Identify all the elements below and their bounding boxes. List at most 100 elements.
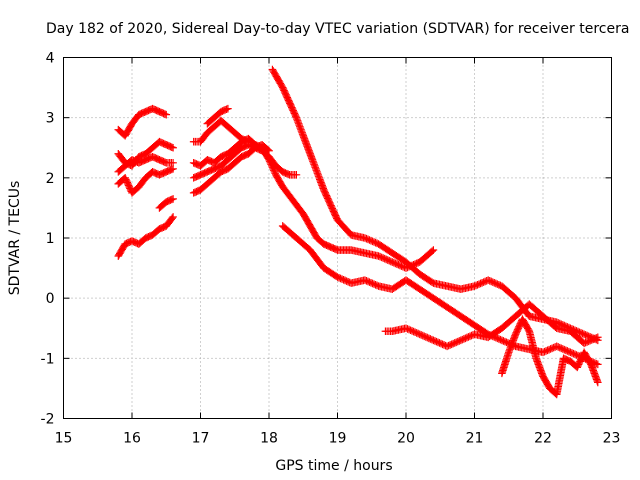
plus-marker <box>364 235 372 244</box>
plus-marker <box>539 348 547 357</box>
plus-marker <box>476 279 485 288</box>
plus-marker <box>136 152 145 160</box>
x-axis: 15 16 17 18 19 20 21 22 23 <box>55 57 621 447</box>
plus-marker <box>580 339 588 348</box>
plus-marker <box>447 340 456 349</box>
plus-marker <box>329 244 338 253</box>
plus-marker <box>429 336 438 345</box>
plus-marker <box>513 327 521 336</box>
plus-marker <box>331 211 340 220</box>
plus-marker <box>284 170 292 179</box>
plus-marker <box>428 247 436 255</box>
plus-marker <box>492 333 500 342</box>
plus-marker <box>458 335 467 344</box>
plus-marker <box>440 341 448 349</box>
plus-marker <box>191 159 199 168</box>
plus-marker <box>158 169 166 178</box>
plus-marker <box>320 240 328 248</box>
plus-marker <box>144 154 153 163</box>
plus-marker <box>515 322 523 331</box>
plus-marker <box>561 355 569 363</box>
plus-marker <box>330 245 339 253</box>
plus-marker <box>271 169 279 178</box>
plus-marker <box>269 166 278 175</box>
plus-marker <box>143 107 151 115</box>
plus-marker <box>202 168 210 177</box>
plus-marker <box>513 325 522 334</box>
plus-marker <box>122 177 131 185</box>
plus-marker <box>143 155 151 163</box>
plus-marker <box>124 181 133 190</box>
plus-marker <box>281 89 290 98</box>
plus-marker <box>361 276 369 284</box>
plus-marker <box>417 331 426 339</box>
plus-marker <box>191 188 199 197</box>
plus-marker <box>420 332 429 341</box>
plus-marker <box>152 106 161 115</box>
plus-marker <box>490 278 499 287</box>
x-tick-label: 18 <box>260 431 278 447</box>
plus-marker <box>472 281 480 290</box>
plus-marker <box>554 343 563 351</box>
plus-marker <box>590 334 599 343</box>
plus-marker <box>283 93 292 102</box>
plus-marker <box>130 238 139 247</box>
plus-marker <box>168 214 176 223</box>
plus-marker <box>583 331 591 340</box>
plus-marker <box>289 108 298 116</box>
plus-marker <box>163 197 172 206</box>
x-tick-label: 23 <box>603 431 621 447</box>
plus-marker <box>379 254 387 262</box>
plus-marker <box>222 105 231 114</box>
series-arc-a <box>114 213 177 260</box>
plus-marker <box>394 260 403 269</box>
plus-marker <box>203 155 212 164</box>
plus-marker <box>207 166 216 174</box>
plus-marker <box>586 336 594 345</box>
plus-marker <box>594 333 602 342</box>
plus-marker <box>125 183 134 191</box>
plus-marker <box>154 107 162 115</box>
plus-marker <box>572 351 581 359</box>
plus-marker <box>371 280 380 289</box>
plus-marker <box>327 201 335 210</box>
plus-marker <box>166 142 175 151</box>
plus-marker <box>239 135 247 144</box>
plus-marker <box>382 255 391 264</box>
plus-marker <box>325 197 333 206</box>
plus-marker <box>449 339 457 348</box>
plus-marker <box>581 331 590 339</box>
plus-marker <box>167 165 176 174</box>
plus-marker <box>594 360 602 369</box>
plus-marker <box>577 329 585 337</box>
plus-marker <box>386 257 395 266</box>
plus-marker <box>155 137 164 146</box>
plus-marker <box>333 273 342 281</box>
plus-marker <box>511 330 520 339</box>
plus-marker <box>328 204 337 213</box>
x-tick-label: 17 <box>192 431 210 447</box>
y-tick-label: 2 <box>46 171 55 187</box>
plus-marker <box>267 160 275 169</box>
plus-marker <box>206 166 214 175</box>
plus-marker <box>575 328 584 337</box>
plus-marker <box>584 337 593 346</box>
plus-marker <box>473 280 482 289</box>
plus-marker <box>481 277 489 286</box>
plus-marker <box>128 237 136 245</box>
plus-marker <box>141 234 150 242</box>
plus-marker <box>159 139 168 148</box>
plus-marker <box>137 151 146 160</box>
plus-marker <box>219 166 228 175</box>
plus-marker <box>144 106 153 115</box>
plus-marker <box>221 106 229 114</box>
x-tick-label: 21 <box>466 431 484 447</box>
x-axis-label: GPS time / hours <box>275 458 392 474</box>
plus-marker <box>200 169 209 177</box>
plus-marker <box>453 337 462 346</box>
plus-marker <box>169 195 177 203</box>
plus-marker <box>278 83 287 92</box>
plus-marker <box>426 335 435 343</box>
plus-marker <box>288 103 296 112</box>
plus-marker <box>290 109 299 118</box>
